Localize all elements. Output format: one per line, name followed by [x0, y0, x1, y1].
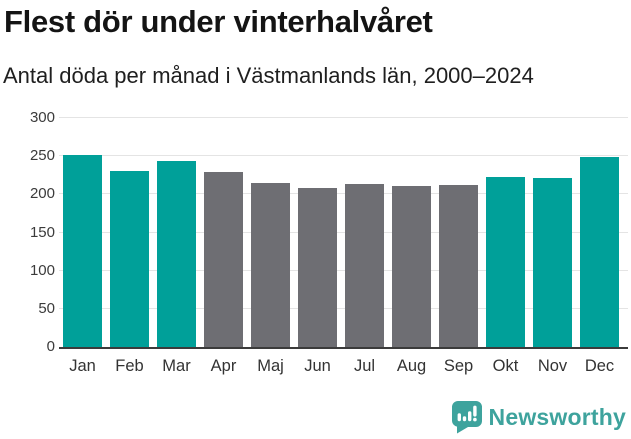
- x-tick-label: Mar: [162, 357, 191, 375]
- x-tick-label: Nov: [537, 357, 568, 375]
- plot-area: [59, 117, 628, 349]
- bar-mar: [157, 160, 196, 347]
- bar-jun: [298, 188, 337, 347]
- x-tick-label: Apr: [210, 357, 237, 375]
- x-tick-label: Feb: [115, 357, 144, 375]
- brand-footer: Newsworthy: [451, 401, 626, 434]
- bar-group: [63, 118, 619, 347]
- bar-dec: [580, 156, 619, 347]
- gridline-300: [59, 117, 628, 118]
- bar-okt: [486, 176, 525, 347]
- x-tick-label: Dec: [584, 357, 615, 375]
- y-tick-label: 150: [29, 223, 55, 241]
- x-tick-label: Aug: [396, 357, 427, 375]
- y-tick-label: 300: [29, 109, 55, 126]
- x-tick-label: Okt: [492, 357, 519, 375]
- bar-maj: [251, 182, 290, 347]
- x-tick-label: Jul: [353, 357, 376, 375]
- bar-nov: [533, 177, 572, 347]
- bar-apr: [204, 172, 243, 347]
- bar-jan: [63, 154, 102, 347]
- y-tick-label: 50: [38, 299, 55, 317]
- x-axis: Jan Feb Mar Apr Maj Jun Jul Aug Sep Okt Nov Dec: [63, 357, 619, 376]
- x-tick-label: Sep: [443, 357, 474, 375]
- gridline-200: [59, 193, 628, 195]
- y-axis: 0 50 100 150 200 250 300: [0, 0, 55, 439]
- gridline-250: [59, 155, 628, 157]
- y-tick-label: 0: [46, 338, 55, 355]
- bar-jul: [345, 184, 384, 347]
- x-tick-label: Jun: [304, 357, 331, 375]
- bar-feb: [110, 170, 149, 347]
- gridline-50: [59, 307, 628, 309]
- x-tick-label: Maj: [257, 357, 284, 375]
- gridline-100: [59, 269, 628, 271]
- brand-name: Newsworthy: [488, 404, 626, 430]
- x-tick-label: Jan: [69, 357, 96, 375]
- y-tick-label: 100: [29, 261, 55, 279]
- newsworthy-logo-icon: [451, 401, 482, 434]
- chart-title: Flest dör under vinterhalvåret: [4, 4, 433, 39]
- bar-sep: [439, 185, 478, 347]
- y-tick-label: 250: [29, 147, 55, 165]
- gridline-150: [59, 231, 628, 233]
- chart-subtitle: Antal döda per månad i Västmanlands län,…: [3, 63, 534, 88]
- y-tick-label: 200: [29, 185, 55, 203]
- bar-aug: [392, 185, 431, 347]
